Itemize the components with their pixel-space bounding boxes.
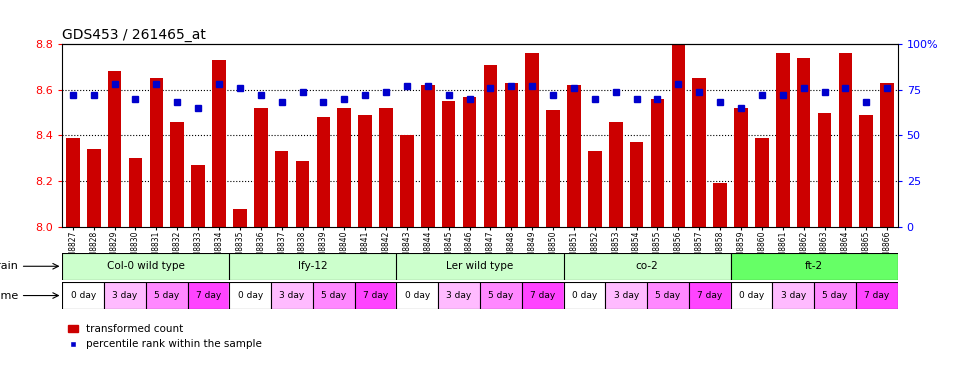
Bar bbox=[129, 158, 142, 227]
Text: 3 day: 3 day bbox=[446, 291, 471, 300]
Bar bbox=[150, 78, 163, 227]
Bar bbox=[525, 53, 539, 227]
Bar bbox=[188, 282, 229, 309]
Bar bbox=[62, 253, 229, 280]
Text: Col-0 wild type: Col-0 wild type bbox=[107, 261, 185, 271]
Text: 0 day: 0 day bbox=[238, 291, 263, 300]
Bar bbox=[254, 108, 268, 227]
Text: 0 day: 0 day bbox=[572, 291, 597, 300]
Text: time: time bbox=[0, 291, 18, 300]
Bar bbox=[731, 253, 898, 280]
Text: 5 day: 5 day bbox=[656, 291, 681, 300]
Text: 7 day: 7 day bbox=[864, 291, 889, 300]
Bar bbox=[463, 97, 476, 227]
Bar bbox=[421, 85, 435, 227]
Bar bbox=[355, 282, 396, 309]
Bar bbox=[651, 99, 664, 227]
Bar bbox=[379, 108, 393, 227]
Bar bbox=[647, 282, 689, 309]
Bar bbox=[233, 209, 247, 227]
Bar bbox=[689, 282, 731, 309]
Bar bbox=[338, 108, 351, 227]
Bar bbox=[317, 117, 330, 227]
Bar bbox=[296, 161, 309, 227]
Bar bbox=[546, 110, 560, 227]
Text: co-2: co-2 bbox=[636, 261, 659, 271]
Bar bbox=[442, 101, 455, 227]
Bar bbox=[212, 60, 226, 227]
Bar bbox=[756, 138, 769, 227]
Bar bbox=[880, 83, 894, 227]
Bar bbox=[564, 253, 731, 280]
Text: 0 day: 0 day bbox=[405, 291, 430, 300]
Bar bbox=[272, 282, 313, 309]
Bar bbox=[313, 282, 355, 309]
Bar bbox=[731, 282, 772, 309]
Bar bbox=[609, 122, 622, 227]
Bar bbox=[62, 282, 105, 309]
Text: ft-2: ft-2 bbox=[805, 261, 823, 271]
Bar bbox=[672, 44, 685, 227]
Text: 7 day: 7 day bbox=[697, 291, 722, 300]
Text: 3 day: 3 day bbox=[613, 291, 638, 300]
Text: 7 day: 7 day bbox=[363, 291, 388, 300]
Bar bbox=[171, 122, 184, 227]
Bar bbox=[773, 282, 814, 309]
Bar bbox=[480, 282, 522, 309]
Text: 3 day: 3 day bbox=[279, 291, 304, 300]
Bar bbox=[275, 152, 288, 227]
Bar bbox=[776, 53, 789, 227]
Bar bbox=[630, 142, 643, 227]
Bar bbox=[229, 282, 272, 309]
Text: 5 day: 5 day bbox=[823, 291, 848, 300]
Bar bbox=[400, 135, 414, 227]
Text: 3 day: 3 day bbox=[780, 291, 805, 300]
Bar bbox=[564, 282, 606, 309]
Bar bbox=[692, 78, 706, 227]
Legend: transformed count, percentile rank within the sample: transformed count, percentile rank withi… bbox=[67, 324, 262, 349]
Bar bbox=[814, 282, 856, 309]
Bar bbox=[191, 165, 204, 227]
Bar bbox=[358, 115, 372, 227]
Bar bbox=[588, 152, 602, 227]
Bar bbox=[484, 64, 497, 227]
Bar bbox=[606, 282, 647, 309]
Text: strain: strain bbox=[0, 261, 18, 271]
Text: 5 day: 5 day bbox=[489, 291, 514, 300]
Text: 7 day: 7 day bbox=[196, 291, 221, 300]
Bar bbox=[734, 108, 748, 227]
Bar bbox=[438, 282, 480, 309]
Bar bbox=[818, 113, 831, 227]
Bar bbox=[146, 282, 188, 309]
Bar bbox=[839, 53, 852, 227]
Bar bbox=[505, 83, 518, 227]
Text: Ler wild type: Ler wild type bbox=[446, 261, 514, 271]
Text: 5 day: 5 day bbox=[155, 291, 180, 300]
Text: 7 day: 7 day bbox=[530, 291, 555, 300]
Text: 3 day: 3 day bbox=[112, 291, 137, 300]
Bar bbox=[522, 282, 564, 309]
Bar bbox=[87, 149, 101, 227]
Text: 0 day: 0 day bbox=[739, 291, 764, 300]
Bar bbox=[66, 138, 80, 227]
Bar bbox=[396, 282, 438, 309]
Bar bbox=[105, 282, 146, 309]
Text: lfy-12: lfy-12 bbox=[299, 261, 327, 271]
Bar bbox=[713, 183, 727, 227]
Bar bbox=[859, 115, 873, 227]
Text: 5 day: 5 day bbox=[322, 291, 347, 300]
Bar bbox=[856, 282, 898, 309]
Bar bbox=[797, 58, 810, 227]
Text: 0 day: 0 day bbox=[71, 291, 96, 300]
Bar bbox=[229, 253, 396, 280]
Bar bbox=[567, 85, 581, 227]
Bar bbox=[396, 253, 564, 280]
Bar bbox=[108, 71, 121, 227]
Text: GDS453 / 261465_at: GDS453 / 261465_at bbox=[62, 27, 206, 41]
